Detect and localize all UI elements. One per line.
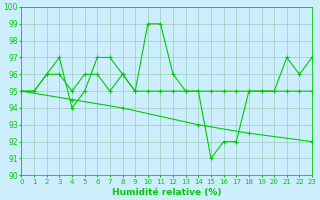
X-axis label: Humidité relative (%): Humidité relative (%): [112, 188, 221, 197]
